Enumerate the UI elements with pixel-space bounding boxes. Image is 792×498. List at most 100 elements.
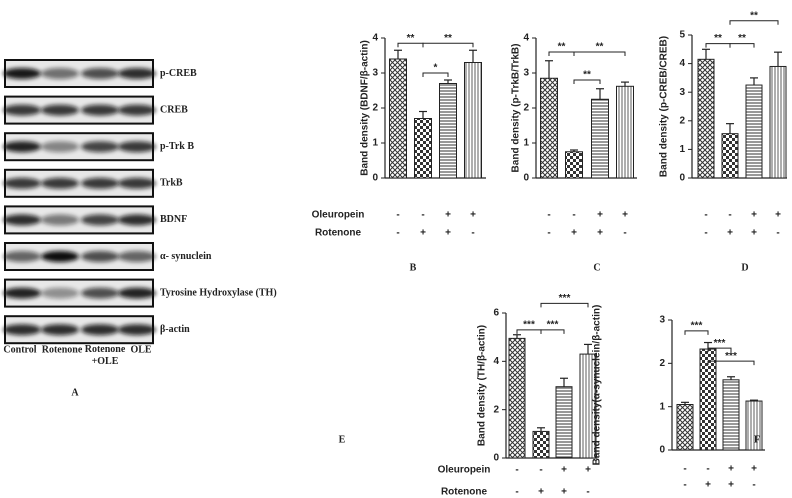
bar <box>579 353 597 459</box>
y-tick-label: 0 <box>679 173 685 184</box>
significance-label: *** <box>725 351 737 362</box>
treatment-sign: + <box>445 228 451 239</box>
bar <box>540 77 558 179</box>
treatment-sign: - <box>683 480 686 491</box>
blot-band <box>41 177 79 189</box>
y-tick-label: 4 <box>493 356 499 367</box>
y-tick-label: 1 <box>659 401 665 412</box>
treatment-sign: - <box>704 228 707 239</box>
blot-band <box>41 68 79 79</box>
significance-label: ** <box>444 33 452 44</box>
treatment-sign: + <box>775 210 781 221</box>
bar <box>439 83 457 179</box>
blot-band <box>3 287 41 299</box>
significance-label: *** <box>714 338 726 349</box>
blot-band <box>118 251 156 262</box>
significance-bracket <box>422 72 449 77</box>
treatment-sign: + <box>727 228 733 239</box>
bar <box>389 58 407 179</box>
protein-label: p-Trk B <box>160 141 194 152</box>
treatment-name: Oleuropein <box>312 210 365 221</box>
y-tick-label: 0 <box>372 173 378 184</box>
significance-bracket <box>684 330 709 335</box>
y-tick-label: 2 <box>659 358 665 369</box>
significance-label: *** <box>691 320 703 331</box>
treatment-sign: + <box>597 210 603 221</box>
blot-band <box>118 324 156 336</box>
treatment-sign: + <box>571 228 577 239</box>
significance-bracket <box>707 360 755 366</box>
blot-band <box>81 68 119 79</box>
bar <box>565 151 583 179</box>
significance-label: ** <box>583 70 591 81</box>
blot-band <box>81 177 119 189</box>
y-tick-label: 0 <box>659 445 665 456</box>
treatment-name: Oleuropein <box>438 465 491 476</box>
y-axis-label: Band density (BDNF/β-actin) <box>360 40 371 176</box>
blot-band <box>3 141 41 153</box>
y-axis-label: Band density(α-synuclein/β-actin) <box>592 305 603 466</box>
treatment-sign: + <box>622 210 628 221</box>
treatment-sign: - <box>752 480 755 491</box>
significance-label: ** <box>558 42 566 53</box>
treatment-sign: - <box>515 465 518 476</box>
bar <box>745 84 763 179</box>
y-tick-label: 3 <box>659 315 665 326</box>
blot-band <box>81 214 119 226</box>
treatment-sign: + <box>585 465 591 476</box>
blot-band <box>3 177 41 189</box>
blot-band <box>81 251 119 262</box>
blot-band <box>41 104 79 116</box>
treatment-sign: + <box>445 210 451 221</box>
blot-band <box>81 104 119 116</box>
blot-band <box>41 287 79 299</box>
lane-label: Control <box>3 344 36 355</box>
y-tick-label: 5 <box>679 30 685 41</box>
treatment-sign: - <box>728 210 731 221</box>
significance-label: ** <box>750 10 758 21</box>
y-axis-label: Band density (p-TrkB/TrkB) <box>511 44 522 173</box>
treatment-name: Rotenone <box>315 228 362 239</box>
blot-band <box>3 251 41 262</box>
treatment-sign: + <box>420 228 426 239</box>
y-tick-label: 1 <box>372 138 378 149</box>
bar <box>722 379 740 451</box>
panel-label: B <box>410 262 417 273</box>
bar <box>769 65 787 179</box>
treatment-sign: - <box>471 228 474 239</box>
blot-band <box>3 324 41 336</box>
lane-label-line: +OLE <box>92 356 119 367</box>
treatment-sign: - <box>776 228 779 239</box>
blot-band <box>81 287 119 299</box>
treatment-sign: - <box>586 487 589 498</box>
significance-label: ** <box>714 33 722 44</box>
blot-band <box>3 104 41 116</box>
significance-label: ** <box>738 33 746 44</box>
y-tick-label: 1 <box>679 144 685 155</box>
panel-label: C <box>593 262 600 273</box>
treatment-sign: + <box>751 210 757 221</box>
treatment-name: Rotenone <box>441 487 488 498</box>
treatment-sign: - <box>421 210 424 221</box>
treatment-sign: - <box>704 210 707 221</box>
treatment-sign: - <box>547 228 550 239</box>
panel-label: F <box>754 434 760 445</box>
blot-band <box>41 214 79 226</box>
significance-bracket <box>540 302 589 308</box>
protein-label: Tyrosine Hydroxylase (TH) <box>160 287 277 298</box>
treatment-sign: + <box>728 464 734 475</box>
bar <box>676 404 694 451</box>
y-tick-label: 3 <box>372 68 378 79</box>
treatment-sign: + <box>705 480 711 491</box>
panel-label: D <box>741 262 748 273</box>
treatment-sign: - <box>396 228 399 239</box>
significance-bracket <box>729 43 755 48</box>
y-tick-label: 4 <box>372 33 378 44</box>
significance-label: ** <box>596 42 604 53</box>
blot-band <box>118 214 156 226</box>
treatment-sign: + <box>538 487 544 498</box>
y-tick-label: 2 <box>679 115 685 126</box>
bar <box>591 98 609 179</box>
treatment-sign: + <box>470 210 476 221</box>
treatment-sign: + <box>561 465 567 476</box>
